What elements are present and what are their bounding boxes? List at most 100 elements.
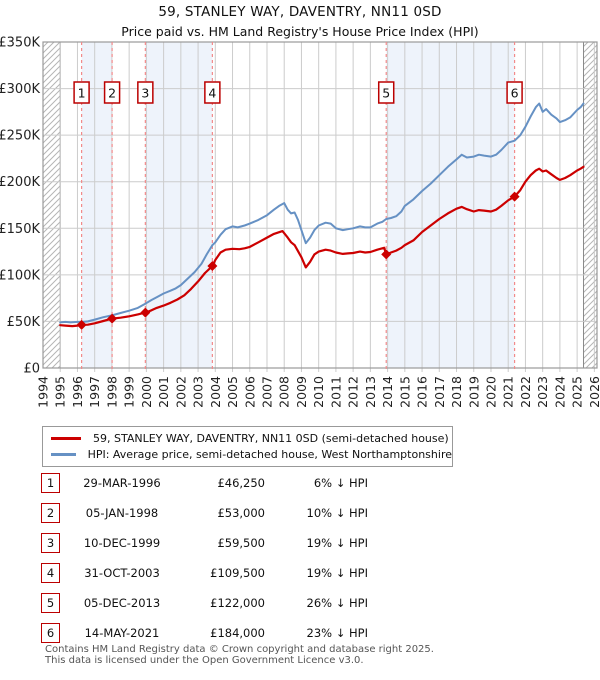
x-axis-year-label: 2020 [483, 376, 498, 408]
y-axis-tick-label: £150K [0, 222, 40, 237]
sale-marker [76, 319, 87, 330]
hpi-line-label: HPI: Average price, semi-detached house,… [87, 448, 452, 461]
x-axis-year-label: 2013 [363, 376, 378, 408]
x-axis-year-label: 2016 [415, 376, 430, 408]
x-axis-year-label: 2004 [208, 376, 223, 408]
x-axis-year-label: 2021 [501, 376, 516, 408]
sale-number-badge: 5 [41, 593, 60, 613]
y-axis-tick-label: £350K [0, 36, 40, 51]
hpi-line-sample [51, 453, 76, 456]
footer-copyright: Contains HM Land Registry data © Crown c… [45, 644, 434, 655]
sale-hpi-diff: 19% ↓ HPI [306, 566, 368, 580]
sale-marker [509, 191, 520, 202]
sale-marker [381, 249, 392, 260]
table-row: 5 05-DEC-2013 £122,000 26% ↓ HPI [0, 593, 600, 613]
sale-number-badge: 4 [41, 563, 60, 583]
x-axis-year-label: 2018 [449, 376, 464, 408]
x-axis-year-label: 1994 [36, 376, 51, 408]
sale-number-box [103, 81, 121, 104]
x-axis-year-label: 2015 [397, 376, 412, 408]
x-axis-year-label: 2002 [173, 376, 188, 408]
sale-hpi-diff: 10% ↓ HPI [306, 506, 368, 520]
x-axis-year-label: 2012 [346, 376, 361, 408]
x-axis-year-label: 2025 [570, 376, 585, 408]
x-axis-year-label: 2001 [156, 376, 171, 408]
x-axis-year-label: 2006 [242, 376, 257, 408]
x-axis-year-label: 2010 [311, 376, 326, 408]
sale-number-box [506, 81, 523, 104]
table-row: 1 29-MAR-1996 £46,250 6% ↓ HPI [0, 473, 600, 493]
sale-price: £109,500 [210, 566, 265, 580]
x-axis-year-label: 1999 [122, 376, 137, 408]
price-line-sample [51, 437, 81, 440]
sale-date: 31-OCT-2003 [84, 566, 160, 580]
sale-number-box-label: 6 [511, 86, 519, 101]
y-axis-tick-label: £50K [7, 315, 41, 330]
sale-price: £184,000 [210, 626, 265, 640]
sale-hpi-diff: 6% ↓ HPI [313, 476, 368, 490]
sale-number-badge: 6 [41, 623, 60, 643]
future-hatch [583, 42, 598, 368]
legend-row-hpi: HPI: Average price, semi-detached house,… [51, 447, 452, 463]
sale-date: 10-DEC-1999 [83, 536, 161, 550]
x-axis-year-label: 2019 [466, 376, 481, 408]
pre-data-hatch [43, 42, 61, 368]
x-axis-year-label: 2014 [380, 376, 395, 408]
sale-number-badge: 2 [41, 503, 60, 523]
x-axis-year-label: 2024 [552, 376, 567, 408]
y-axis-tick-label: £300K [0, 82, 40, 97]
x-axis-year-label: 2005 [225, 376, 240, 408]
sale-date: 14-MAY-2021 [84, 626, 160, 640]
sale-marker [107, 313, 118, 324]
x-axis-year-label: 2017 [432, 376, 447, 408]
page-subtitle: Price paid vs. HM Land Registry's House … [121, 24, 479, 39]
sale-number-box-label: 2 [108, 86, 116, 101]
sale-number-badge: 1 [41, 473, 60, 493]
hpi-line [59, 102, 585, 324]
price-chart: 1 2 3 4 5 6 £0 £50K £100K £150K £200K £250K £300K £35… [0, 36, 600, 408]
sale-hpi-diff: 26% ↓ HPI [306, 596, 368, 610]
sale-price: £46,250 [217, 476, 265, 490]
sale-date: 29-MAR-1996 [83, 476, 161, 490]
sale-number-badge: 3 [41, 533, 60, 553]
x-axis-year-label: 1995 [53, 376, 68, 408]
x-axis-year-label: 2007 [259, 376, 274, 408]
x-axis-year-label: 2008 [277, 376, 292, 408]
ownership-band [145, 42, 213, 368]
x-axis-year-label: 2000 [139, 376, 154, 408]
sale-number-box [377, 81, 395, 104]
plot-frame [42, 41, 598, 369]
sale-number-box [204, 81, 221, 104]
sale-date: 05-DEC-2013 [83, 596, 161, 610]
sale-number-box [73, 81, 90, 104]
sale-hpi-diff: 23% ↓ HPI [306, 626, 368, 640]
price-line-label: 59, STANLEY WAY, DAVENTRY, NN11 0SD (sem… [93, 432, 449, 445]
legend-row-price: 59, STANLEY WAY, DAVENTRY, NN11 0SD (sem… [51, 431, 452, 447]
sale-price: £53,000 [217, 506, 265, 520]
y-axis-tick-label: £200K [0, 175, 40, 190]
y-axis-tick-label: £100K [0, 268, 40, 283]
sale-number-box-label: 3 [141, 86, 149, 101]
y-axis-tick-label: £0 [23, 362, 40, 377]
sale-marker [140, 307, 151, 318]
table-row: 2 05-JAN-1998 £53,000 10% ↓ HPI [0, 503, 600, 523]
sale-number-box-label: 5 [382, 86, 390, 101]
sale-price: £122,000 [210, 596, 265, 610]
chart-legend: 59, STANLEY WAY, DAVENTRY, NN11 0SD (sem… [42, 426, 453, 467]
table-row: 6 14-MAY-2021 £184,000 23% ↓ HPI [0, 623, 600, 643]
x-axis-year-label: 2026 [587, 376, 600, 408]
sale-marker [207, 261, 218, 272]
x-axis-year-label: 2003 [191, 376, 206, 408]
sale-number-box-label: 4 [208, 86, 216, 101]
y-axis-tick-label: £250K [0, 129, 40, 144]
x-axis-year-label: 1996 [70, 376, 85, 408]
x-axis-year-label: 1997 [87, 376, 102, 408]
x-axis-year-label: 1998 [104, 376, 119, 408]
table-row: 3 10-DEC-1999 £59,500 19% ↓ HPI [0, 533, 600, 553]
x-axis-year-label: 2009 [294, 376, 309, 408]
sale-number-box-label: 1 [78, 86, 86, 101]
sale-date: 05-JAN-1998 [85, 506, 159, 520]
footer-licence: This data is licensed under the Open Gov… [45, 655, 364, 666]
sale-hpi-diff: 19% ↓ HPI [306, 536, 368, 550]
